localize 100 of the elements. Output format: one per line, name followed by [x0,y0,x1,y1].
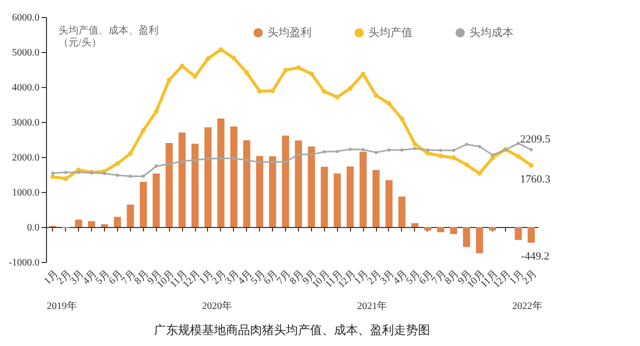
bar [294,140,302,227]
y-tick-label: 1000.0 [12,188,40,198]
point [166,78,172,82]
point [270,88,275,94]
bar [178,132,186,227]
point [516,142,520,145]
text: 2019年 [46,300,77,312]
bar [114,216,121,227]
y-tick-label: 4000.0 [12,82,40,94]
point [374,150,378,154]
point [528,163,534,168]
bar [488,227,496,230]
bar [424,227,432,230]
point [400,116,404,122]
point [310,152,313,156]
point [128,174,132,178]
bar [243,140,250,227]
point [50,174,56,179]
bar [450,227,458,234]
bar [166,143,173,227]
bar [463,227,470,247]
point [180,64,184,68]
point [154,109,159,114]
point [168,162,171,166]
point [115,161,120,166]
point [128,151,133,156]
point [362,148,365,152]
bar [140,182,147,227]
legend-label: 头均成本 [470,26,514,39]
point [438,154,444,158]
point [192,74,198,79]
point [232,156,236,160]
point [490,156,495,160]
bar [152,173,160,227]
y-tick-label: 5000.0 [12,48,40,58]
point [296,152,300,156]
bar [528,227,535,243]
point [193,158,197,162]
bar [398,196,406,227]
point [64,170,68,174]
point [412,142,418,146]
point [271,160,274,164]
text: 2021年 [357,300,388,312]
point [477,171,482,176]
point [334,94,340,100]
point [387,148,391,152]
text: 2020年 [202,300,232,312]
point [464,162,469,168]
bar [308,146,315,227]
bar [476,227,484,254]
point [309,71,314,76]
text: 2022年 [512,300,542,312]
point [464,142,468,146]
text: 广东规模基地商品肉猪头均产值、成本、盈利走势图 [154,323,430,337]
data-label: -449.2 [521,250,550,263]
bar [514,227,522,240]
bar [282,136,290,227]
bar [411,223,418,227]
bar [372,170,380,227]
point [348,148,352,151]
data-label: 2209.5 [520,134,551,146]
point [516,154,521,159]
bar [88,221,96,227]
bar [360,152,367,227]
point [258,160,262,164]
point [413,147,416,150]
bar [204,127,212,227]
point [77,170,80,174]
point [219,156,222,160]
bar [385,180,393,227]
point [206,56,210,61]
bar [437,227,444,232]
point [451,155,456,160]
point [142,174,145,178]
point [154,164,158,168]
y-axis-title: 头均产值、成本、盈利（元/头） [58,24,158,48]
bar [320,166,328,227]
y-tick-label: 3000.0 [12,118,40,128]
point [63,176,68,182]
point [244,70,250,75]
point [284,160,288,164]
point [180,160,184,163]
data-label: 1760.3 [520,173,551,186]
point [400,148,404,152]
point [348,86,353,91]
point [322,150,326,154]
bar [126,204,134,227]
bar [100,224,108,227]
bar [269,156,276,227]
point [102,172,106,176]
point [426,148,430,152]
point [530,148,533,152]
bar [191,144,199,227]
point [478,144,482,148]
point [322,89,327,94]
point [336,150,339,153]
point [116,174,120,177]
bar [230,126,238,227]
legend-label: 头均盈利 [268,26,312,39]
y-tick-label: -1000.0 [8,258,40,268]
